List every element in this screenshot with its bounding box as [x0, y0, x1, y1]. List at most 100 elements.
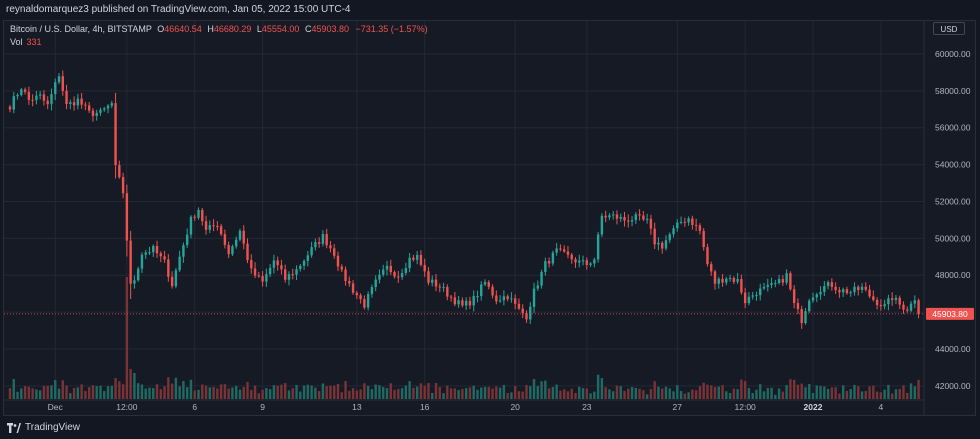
volume-bar — [472, 385, 475, 399]
candle-body — [257, 275, 261, 277]
candle — [366, 291, 370, 311]
candle-body — [721, 278, 724, 283]
candle-body — [91, 110, 95, 116]
candle-body — [216, 225, 219, 227]
time-tick-label: 23 — [582, 402, 592, 412]
candle-body — [808, 300, 811, 312]
volume-bar — [415, 386, 419, 399]
candle — [253, 262, 257, 279]
volume-bar — [453, 388, 457, 399]
candle — [593, 257, 596, 268]
candle-body — [679, 221, 683, 223]
volume-bar — [397, 388, 400, 399]
candle — [879, 299, 883, 311]
volume-bar — [736, 389, 739, 399]
candle-body — [268, 267, 272, 275]
candle-body — [815, 294, 818, 298]
candle — [415, 250, 419, 265]
candle-body — [366, 294, 370, 308]
candle — [664, 235, 668, 251]
candle — [796, 298, 800, 315]
volume-bar — [759, 384, 762, 399]
time-tick-label: 9 — [260, 402, 265, 412]
candle — [393, 270, 396, 279]
candle-body — [800, 309, 803, 324]
candle-body — [374, 279, 377, 288]
candle-body — [140, 254, 144, 269]
volume-bar — [536, 386, 539, 399]
volume-bar — [653, 381, 656, 399]
candle-body — [532, 288, 536, 307]
candle-body — [804, 311, 807, 324]
volume-bar — [627, 388, 630, 399]
candle — [585, 257, 589, 270]
candle — [129, 230, 132, 300]
candle — [185, 228, 189, 248]
candle — [261, 271, 264, 287]
volume-bar — [732, 388, 736, 399]
candle — [178, 250, 181, 272]
volume-bar — [23, 386, 27, 399]
volume-bar — [551, 386, 555, 399]
candle-body — [913, 300, 916, 304]
chart-frame — [3, 20, 976, 416]
candle — [42, 90, 46, 106]
candle — [317, 237, 321, 248]
volume-bar — [118, 381, 121, 399]
candle — [80, 92, 83, 109]
candle-body — [668, 234, 671, 241]
candle-body — [464, 300, 468, 306]
candle — [106, 104, 110, 114]
candle — [446, 284, 449, 301]
candle — [246, 238, 249, 264]
candle — [906, 306, 909, 313]
candle — [182, 242, 185, 263]
candle — [902, 301, 905, 314]
currency-button[interactable]: USD — [933, 22, 965, 35]
volume-bar — [668, 388, 671, 399]
volume-bar — [615, 385, 619, 399]
candle-body — [182, 245, 185, 257]
volume-bar — [87, 387, 91, 399]
volume-bar — [227, 388, 230, 399]
volume-bar — [687, 392, 690, 399]
candle — [442, 282, 445, 292]
candle — [540, 269, 543, 289]
volume-bar — [310, 385, 313, 399]
candle-body — [363, 299, 366, 308]
volume-bar — [679, 391, 683, 399]
volume-bar — [35, 389, 38, 399]
candle-body — [796, 303, 800, 310]
candle — [114, 92, 117, 179]
volume-bar — [378, 385, 381, 399]
candle-body — [762, 286, 766, 289]
candle-body — [612, 214, 615, 216]
candle — [661, 241, 664, 254]
candle — [710, 261, 713, 276]
volume-bar — [532, 379, 536, 399]
candle — [736, 272, 739, 285]
candle-body — [864, 286, 867, 290]
volume-bar — [902, 385, 905, 399]
candle-body — [593, 259, 596, 264]
candle-body — [585, 260, 589, 265]
candle — [713, 269, 717, 290]
candle-body — [299, 265, 302, 270]
candle — [99, 107, 102, 116]
volume-bar — [694, 390, 698, 399]
candle-body — [253, 268, 257, 276]
candle — [815, 292, 818, 303]
volume-bar — [857, 386, 860, 399]
candle — [781, 275, 785, 286]
volume-bar — [208, 387, 212, 399]
candle — [382, 264, 385, 277]
legend-low: 45554.00 — [261, 24, 300, 34]
candle — [91, 108, 95, 122]
candle — [87, 102, 91, 113]
candle-body — [110, 103, 113, 106]
volume-bar — [148, 387, 151, 399]
volume-bar — [566, 391, 570, 399]
candle-body — [242, 230, 245, 244]
candle — [642, 211, 645, 222]
